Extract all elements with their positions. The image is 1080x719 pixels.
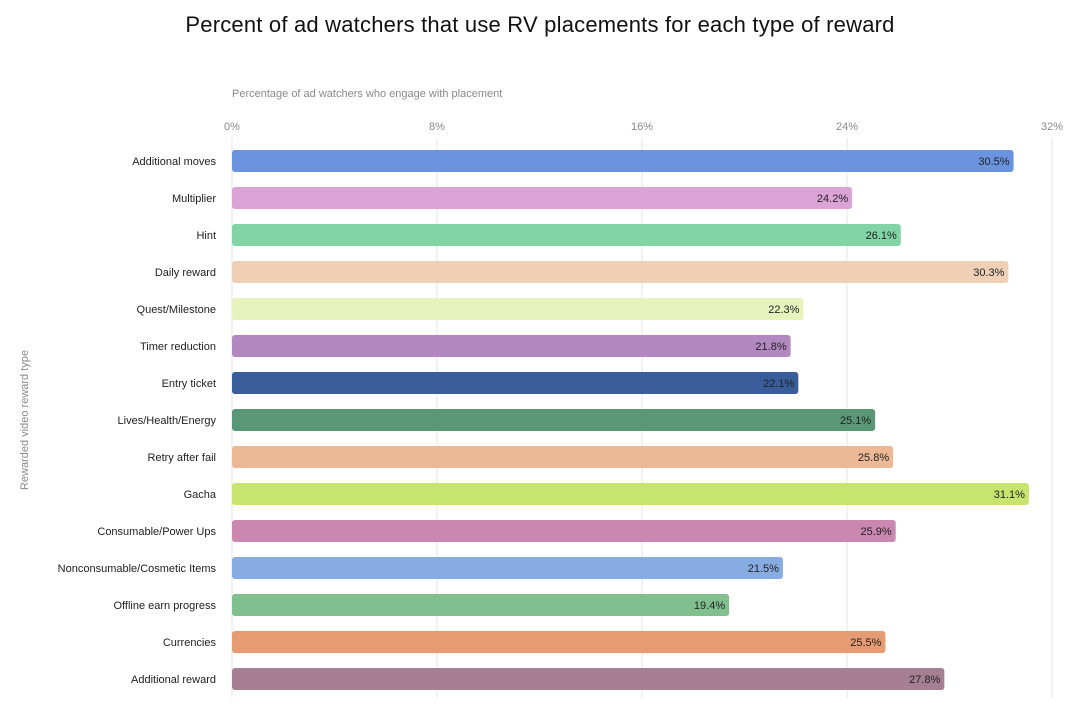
data-label: 24.2% — [817, 193, 848, 205]
value-labels: 30.5% 24.2% 26.1% 30.3% 22.3% 21.8% 22.1% 25.1%… — [694, 156, 1025, 686]
category-label: Consumable/Power Ups — [97, 526, 216, 538]
x-tick-label: 0% — [224, 121, 240, 133]
data-label: 26.1% — [866, 230, 897, 242]
x-tick-label: 16% — [631, 121, 653, 133]
data-label: 21.8% — [755, 341, 786, 353]
data-label: 30.5% — [978, 156, 1009, 168]
data-label: 19.4% — [694, 600, 725, 612]
category-label: Currencies — [163, 637, 217, 649]
data-label: 31.1% — [994, 489, 1025, 501]
category-label: Multiplier — [172, 193, 216, 205]
bar — [232, 483, 1029, 505]
bar — [232, 298, 804, 320]
x-tick-label: 8% — [429, 121, 445, 133]
category-label: Timer reduction — [140, 341, 216, 353]
bar — [232, 631, 886, 653]
x-tick-label: 24% — [836, 121, 858, 133]
bar — [232, 150, 1014, 172]
category-label: Additional reward — [131, 674, 216, 686]
category-label: Quest/Milestone — [137, 304, 216, 316]
category-label: Nonconsumable/Cosmetic Items — [58, 563, 217, 575]
category-labels: Additional moves Multiplier Hint Daily rewa… — [58, 156, 217, 686]
category-label: Offline earn progress — [113, 600, 216, 612]
bars — [232, 150, 1029, 690]
data-label: 22.3% — [768, 304, 799, 316]
data-label: 25.8% — [858, 452, 889, 464]
data-label: 22.1% — [763, 378, 794, 390]
data-label: 30.3% — [973, 267, 1004, 279]
category-label: Hint — [196, 230, 216, 242]
x-tick-label: 32% — [1041, 121, 1063, 133]
bar — [232, 446, 894, 468]
category-label: Daily reward — [155, 267, 216, 279]
bar — [232, 335, 791, 357]
category-label: Retry after fail — [148, 452, 216, 464]
x-axis-ticks: 0% 8% 16% 24% 32% — [224, 121, 1063, 133]
x-axis-title: Percentage of ad watchers who engage wit… — [232, 88, 502, 100]
data-label: 27.8% — [909, 674, 940, 686]
bar — [232, 409, 876, 431]
y-axis-title: Rewarded video reward type — [19, 350, 31, 490]
bar — [232, 261, 1009, 283]
category-label: Lives/Health/Energy — [118, 415, 217, 427]
category-label: Gacha — [184, 489, 217, 501]
bar — [232, 187, 853, 209]
bar — [232, 594, 730, 616]
data-label: 25.1% — [840, 415, 871, 427]
data-label: 21.5% — [748, 563, 779, 575]
data-label: 25.9% — [860, 526, 891, 538]
bar — [232, 520, 896, 542]
category-label: Entry ticket — [162, 378, 216, 390]
chart-title: Percent of ad watchers that use RV place… — [185, 12, 895, 37]
category-label: Additional moves — [132, 156, 216, 168]
bar — [232, 557, 783, 579]
bar — [232, 224, 901, 246]
bar — [232, 668, 945, 690]
bar — [232, 372, 799, 394]
data-label: 25.5% — [850, 637, 881, 649]
